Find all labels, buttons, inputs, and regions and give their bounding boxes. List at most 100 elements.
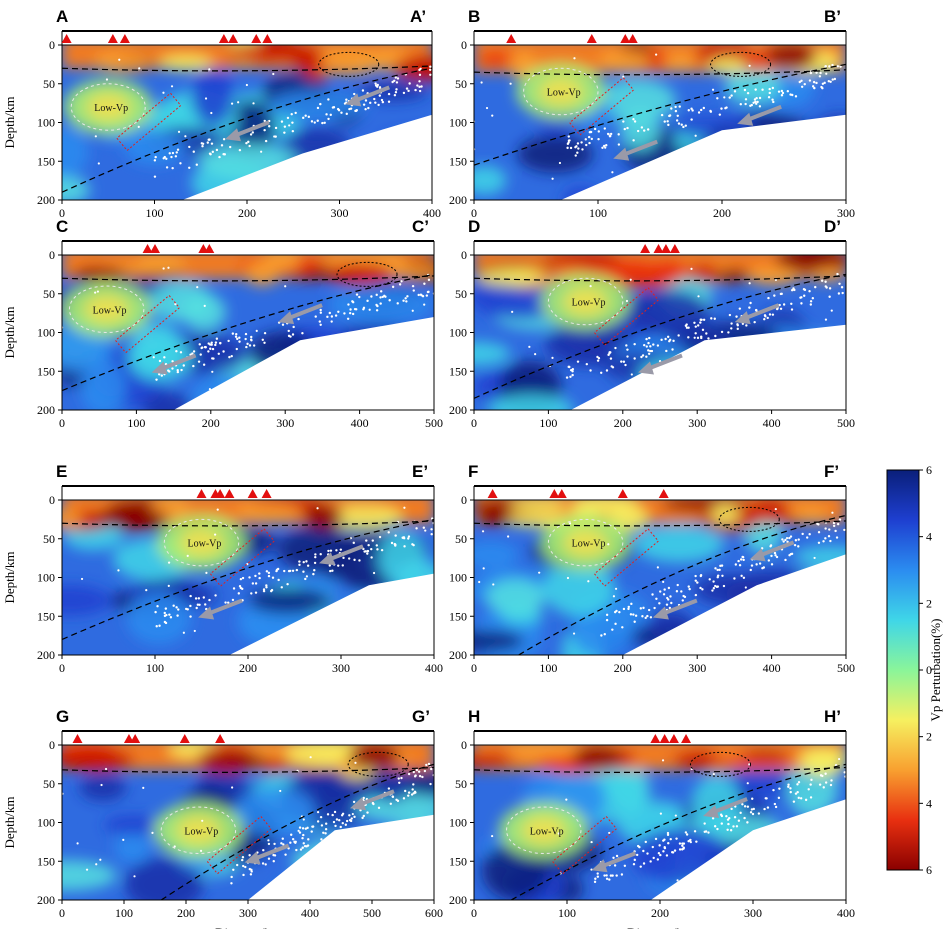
- earthquake-dot: [811, 85, 815, 88]
- earthquake-dot: [182, 631, 185, 634]
- earthquake-dot: [714, 567, 717, 570]
- low-vp-label: Low-Vp: [94, 103, 128, 114]
- earthquake-dot: [665, 854, 669, 857]
- earthquake-dot: [607, 543, 610, 546]
- earthquake-dot: [639, 607, 643, 610]
- earthquake-dot: [284, 285, 287, 288]
- earthquake-dot: [821, 82, 825, 85]
- arrow-head: [749, 548, 766, 562]
- volcano-marker: [150, 244, 160, 253]
- plate-motion-arrow: [645, 353, 683, 372]
- earthquake-dot: [617, 143, 621, 146]
- earthquake-dot: [323, 121, 326, 124]
- xtick-label: 100: [589, 206, 607, 220]
- earthquake-dot: [746, 91, 750, 95]
- earthquake-dot: [287, 329, 290, 333]
- earthquake-dot: [179, 162, 182, 165]
- earthquake-dot: [715, 585, 719, 589]
- earthquake-dot: [403, 506, 406, 509]
- earthquake-dot: [649, 349, 652, 353]
- earthquake-dot: [584, 138, 587, 141]
- earthquake-dot: [666, 335, 670, 339]
- earthquake-dot: [605, 618, 609, 622]
- earthquake-dot: [133, 875, 136, 878]
- earthquake-dot: [625, 299, 629, 303]
- earthquake-dot: [756, 100, 759, 104]
- earthquake-dot: [235, 863, 239, 867]
- earthquake-dot: [175, 606, 178, 609]
- earthquake-dot: [819, 774, 823, 777]
- earthquake-dot: [280, 586, 283, 589]
- earthquake-dot: [99, 858, 102, 861]
- velocity-blob: [114, 829, 151, 864]
- ytick-label: 50: [43, 777, 55, 791]
- colorbar-tick-label: 2: [926, 596, 932, 610]
- arrow-head: [613, 147, 630, 161]
- velocity-blob: [474, 630, 524, 652]
- earthquake-dot: [249, 133, 253, 136]
- profile-end-label: F’: [824, 462, 839, 481]
- earthquake-dot: [312, 572, 315, 576]
- panel-plot: Low-Vp: [62, 255, 434, 410]
- earthquake-dot: [829, 80, 832, 83]
- earthquake-dot: [780, 827, 784, 830]
- earthquake-dot: [802, 288, 806, 291]
- slab-line: [510, 763, 846, 900]
- earthquake-dot: [254, 574, 257, 578]
- xtick-label: 500: [363, 906, 381, 920]
- earthquake-dot: [703, 822, 706, 825]
- earthquake-dot: [232, 868, 235, 871]
- earthquake-dot: [169, 616, 173, 619]
- earthquake-dot: [648, 336, 651, 340]
- earthquake-dot: [235, 347, 239, 351]
- earthquake-dot: [307, 838, 310, 841]
- crust-blob: [478, 51, 514, 67]
- profile-start-label: G: [56, 707, 69, 726]
- arrow-head: [198, 606, 215, 620]
- volcano-marker: [556, 489, 567, 498]
- data-mask: [62, 317, 434, 410]
- earthquake-dot: [809, 303, 813, 306]
- earthquake-dot: [669, 837, 672, 841]
- earthquake-dot: [649, 616, 653, 619]
- earthquake-dot: [626, 126, 629, 130]
- earthquake-dot: [215, 148, 219, 152]
- panel-plot: Low-Vp: [474, 745, 846, 900]
- earthquake-dot: [154, 610, 157, 614]
- velocity-blob: [543, 560, 615, 616]
- earthquake-dot: [655, 53, 658, 56]
- earthquake-dot: [262, 849, 265, 852]
- earthquake-dot: [728, 313, 732, 317]
- xtick-label: 100: [539, 416, 557, 430]
- earthquake-dot: [803, 82, 806, 86]
- earthquake-dot: [734, 563, 738, 566]
- earthquake-dot: [248, 144, 251, 148]
- volcano-marker: [681, 734, 692, 743]
- earthquake-dot: [632, 862, 636, 866]
- earthquake-dot: [707, 145, 710, 148]
- earthquake-dot: [632, 613, 635, 616]
- ytick-label: 0: [461, 38, 467, 52]
- earthquake-dot: [813, 556, 816, 560]
- earthquake-dot: [220, 144, 224, 147]
- earthquake-dot: [418, 774, 422, 778]
- earthquake-dot: [381, 295, 384, 299]
- earthquake-dot: [732, 825, 735, 828]
- earthquake-dot: [238, 336, 241, 339]
- earthquake-dot: [339, 825, 342, 829]
- earthquake-dot: [605, 613, 609, 617]
- earthquake-dot: [748, 282, 751, 285]
- earthquake-dot: [393, 93, 397, 97]
- panel-C: Low-Vp 0 50 100 150 200 0 100 200 300 400 500 C C’ Dep…: [2, 217, 443, 430]
- panel-E: Low-Vp 0 50 100 150 200 0 100 200 300 400 E E’ Depth/…: [2, 462, 443, 675]
- earthquake-dot: [291, 569, 295, 572]
- crust-blob: [572, 500, 638, 514]
- earthquake-dot: [700, 866, 703, 870]
- earthquake-dot: [283, 125, 287, 128]
- earthquake-dot: [333, 810, 337, 814]
- earthquake-dot: [765, 797, 768, 800]
- earthquake-dot: [258, 572, 261, 575]
- earthquake-dot: [576, 151, 579, 154]
- volcano-marker: [107, 34, 118, 43]
